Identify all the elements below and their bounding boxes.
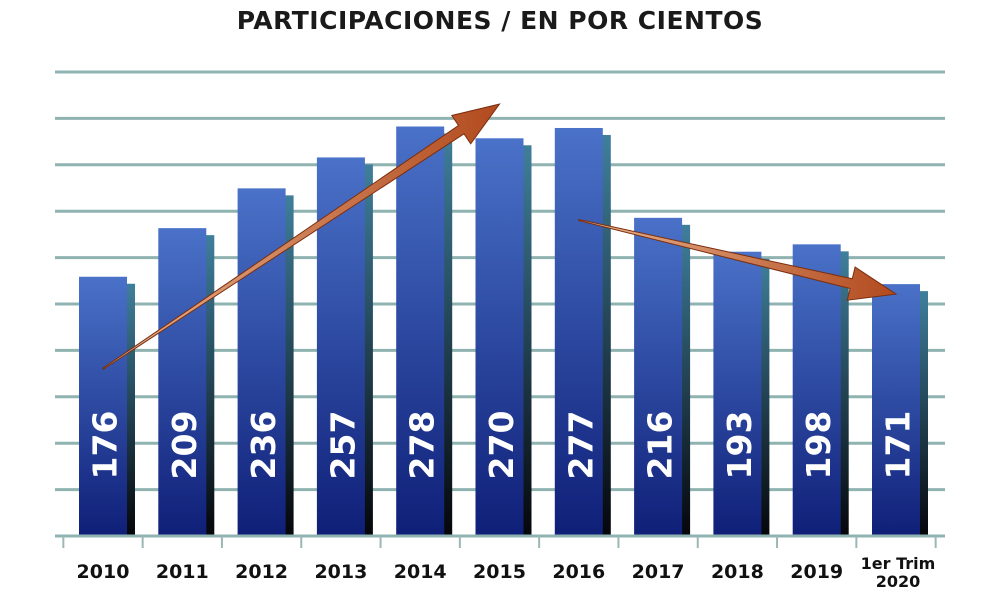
bar-7	[634, 217, 683, 537]
bar-value-label: 209	[165, 411, 204, 480]
bar-value-label: 216	[641, 411, 680, 480]
x-tick-label: 2015	[473, 561, 526, 583]
bar-0	[79, 276, 127, 536]
x-tick-label: 2020	[876, 572, 921, 591]
bar-value-label: 277	[561, 411, 600, 480]
bar-4	[396, 126, 445, 536]
bar-value-label: 198	[799, 411, 838, 480]
bar-value-label: 257	[323, 411, 362, 480]
bar-value-label: 171	[879, 411, 918, 480]
x-tick-label: 2012	[235, 561, 288, 583]
x-tick-label: 2017	[632, 561, 685, 583]
bar-1	[158, 228, 207, 536]
bar-value-label: 176	[86, 411, 125, 480]
bar-value-label: 270	[482, 411, 521, 480]
x-tick-label: 2014	[394, 561, 447, 583]
bar-2	[237, 188, 286, 536]
trend-arrow-up	[102, 103, 501, 370]
x-tick-label: 2013	[314, 561, 367, 583]
bar-5	[475, 138, 524, 537]
x-tick-label: 2011	[156, 561, 209, 583]
x-tick-label: 2019	[790, 561, 843, 583]
chart-title: PARTICIPACIONES / EN POR CIENTOS	[236, 6, 764, 35]
x-tick-label: 1er Trim	[861, 554, 936, 573]
bar-9	[792, 244, 841, 537]
x-tick-label: 2010	[77, 561, 130, 583]
bar-10	[872, 284, 920, 536]
bar-8	[713, 251, 762, 536]
bar-value-label: 193	[720, 411, 759, 480]
bar-value-label: 236	[244, 411, 283, 480]
x-tick-label: 2016	[552, 561, 605, 583]
bar-6	[554, 127, 603, 536]
trend-arrow-down	[578, 218, 898, 301]
x-tick-label: 2018	[711, 561, 764, 583]
bar-value-label: 278	[403, 411, 442, 480]
